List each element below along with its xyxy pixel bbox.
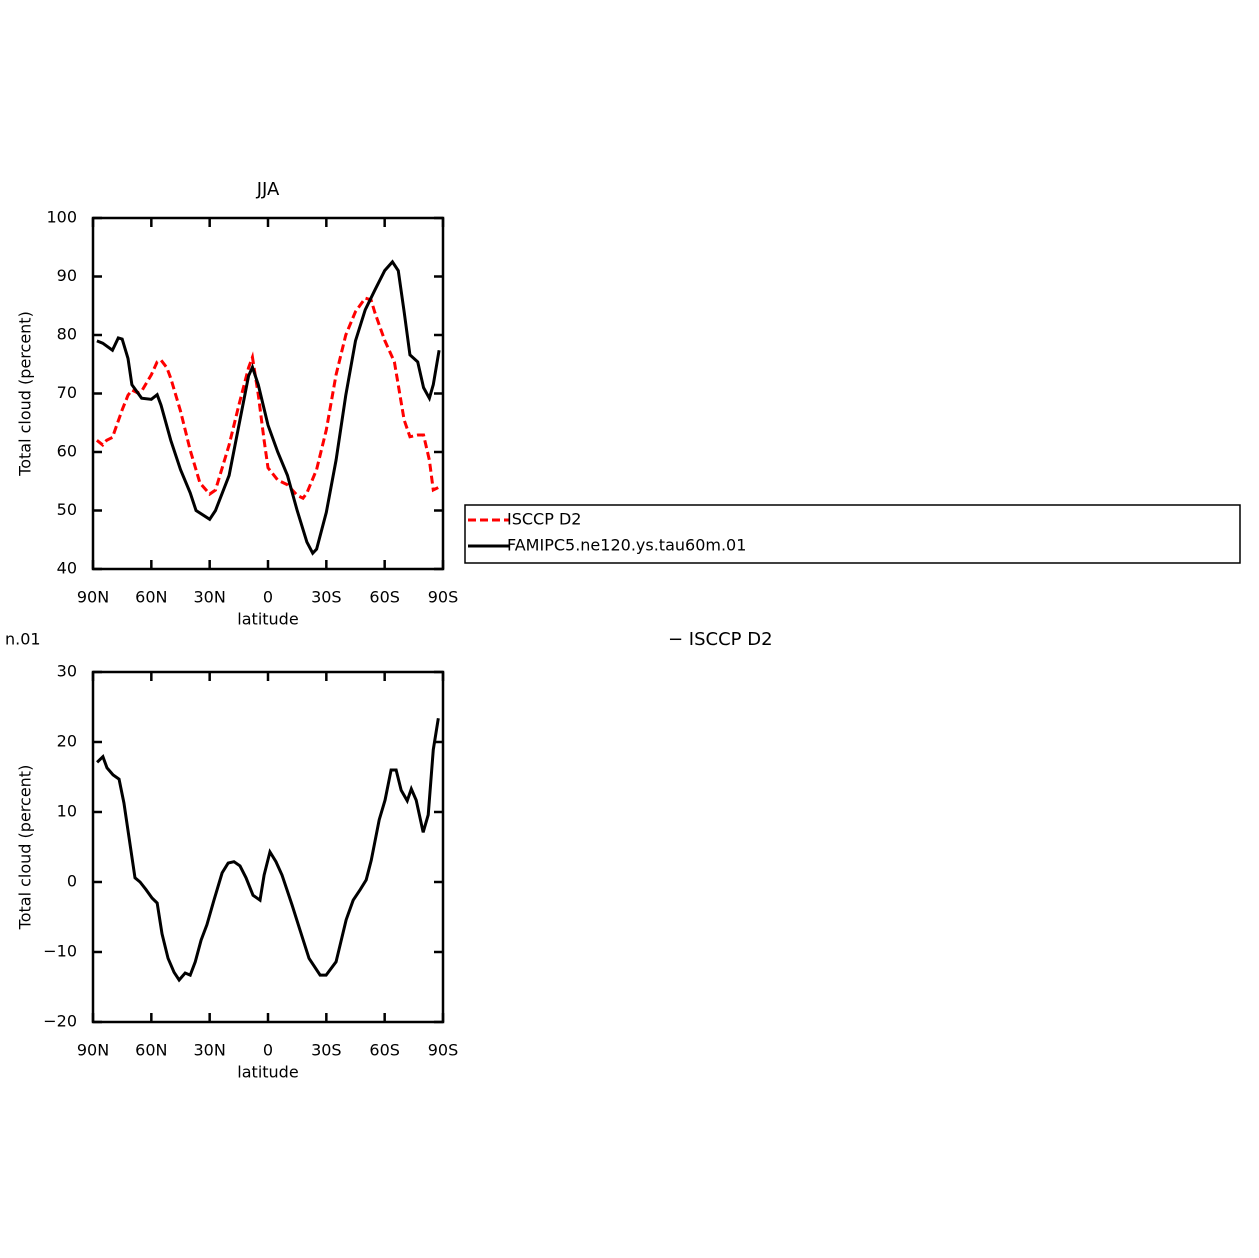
legend-label: FAMIPC5.ne120.ys.tau60m.01	[507, 536, 746, 555]
data-line	[95, 296, 440, 501]
x-tick-label: 90N	[77, 588, 109, 607]
y-tick-label: 40	[57, 559, 77, 578]
y-tick-label: 70	[57, 383, 77, 402]
x-tick-label: 90N	[77, 1041, 109, 1060]
x-tick-label: 0	[263, 1041, 273, 1060]
data-line	[96, 259, 441, 556]
y-tick-label: 20	[57, 732, 77, 751]
x-tick-label: 60S	[369, 588, 400, 607]
y-tick-label: 100	[46, 208, 77, 227]
x-tick-label: 30S	[311, 588, 342, 607]
legend-box	[464, 504, 1241, 564]
x-axis-label: latitude	[237, 1063, 298, 1082]
chart-title: JJA	[256, 179, 280, 200]
data-line	[96, 717, 440, 983]
y-tick-label: −20	[43, 1012, 77, 1031]
y-tick-label: 50	[57, 500, 77, 519]
x-tick-label: 30N	[194, 588, 226, 607]
y-axis-label: Total cloud (percent)	[16, 765, 35, 931]
y-tick-label: 90	[57, 266, 77, 285]
y-tick-label: 30	[57, 662, 77, 681]
x-tick-label: 30N	[194, 1041, 226, 1060]
x-axis-label: latitude	[237, 610, 298, 629]
legend-label: ISCCP D2	[507, 510, 581, 529]
x-tick-label: 30S	[311, 1041, 342, 1060]
y-axis-label: Total cloud (percent)	[16, 311, 35, 477]
plot-frame	[91, 670, 445, 1024]
y-tick-label: 0	[67, 872, 77, 891]
x-tick-label: 60S	[369, 1041, 400, 1060]
x-tick-label: 90S	[428, 588, 459, 607]
annotation: − ISCCP D2	[668, 629, 773, 650]
y-tick-label: 60	[57, 442, 77, 461]
x-tick-label: 90S	[428, 1041, 459, 1060]
x-tick-label: 60N	[135, 588, 167, 607]
x-tick-label: 60N	[135, 1041, 167, 1060]
y-tick-label: 80	[57, 325, 77, 344]
plot-frame	[91, 216, 445, 571]
y-tick-label: 10	[57, 802, 77, 821]
y-tick-label: −10	[43, 942, 77, 961]
annotation: n.01	[5, 630, 41, 649]
x-tick-label: 0	[263, 588, 273, 607]
